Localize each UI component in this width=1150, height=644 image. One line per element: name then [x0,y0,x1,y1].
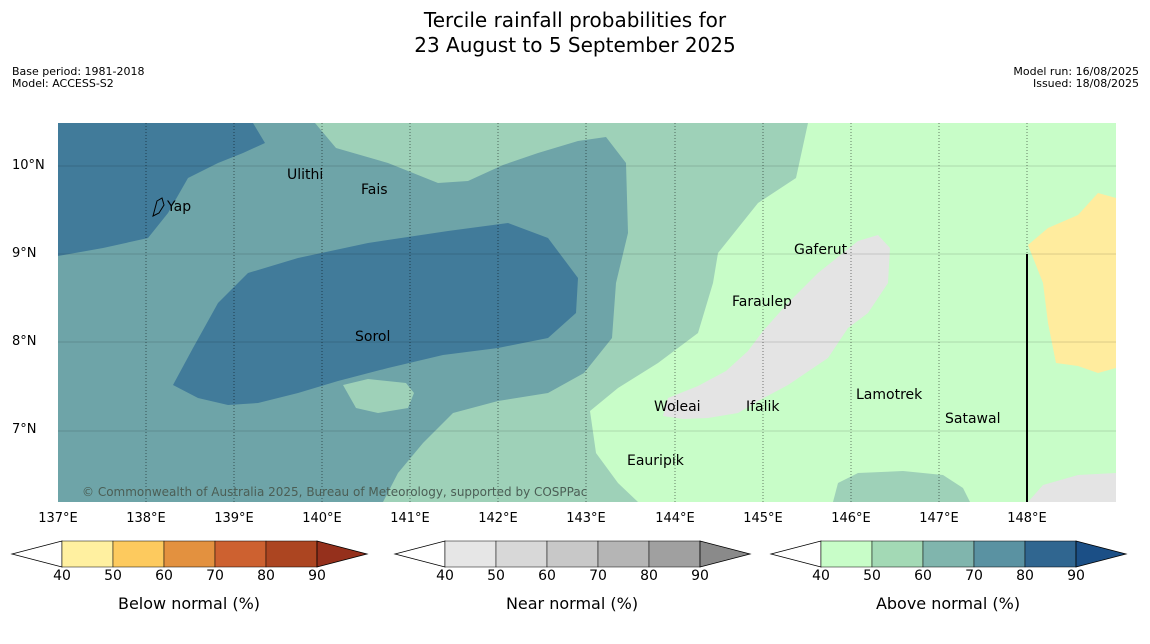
near-colorbar-segment [546,540,599,568]
above-tick-90: 90 [1067,568,1085,584]
above-colorbar-segment [922,540,975,568]
lon-label-148e: 148°E [1007,511,1047,526]
lon-label-137e: 137°E [38,511,78,526]
lat-label-8n: 8°N [12,334,37,349]
place-eauripik: Eauripik [627,453,684,469]
copyright-notice: © Commonwealth of Australia 2025, Bureau… [82,485,588,499]
near-colorbar-segment [444,540,497,568]
model-name: Model: ACCESS-S2 [12,77,114,90]
place-faraulep: Faraulep [732,294,792,310]
near-colorbar-segment [648,540,701,568]
lat-label-7n: 7°N [12,422,37,437]
place-fais: Fais [361,182,388,198]
below-tick-70: 70 [206,568,224,584]
probability-map[interactable] [58,123,1116,502]
above-tick-70: 70 [965,568,983,584]
lon-label-146e: 146°E [831,511,871,526]
above-colorbar-segment [820,540,873,568]
near-tick-50: 50 [487,568,505,584]
near-tick-80: 80 [640,568,658,584]
near-normal-label: Near normal (%) [505,594,639,613]
below-normal-label: Below normal (%) [117,594,261,613]
above-tick-60: 60 [914,568,932,584]
meta-left: Base period: 1981-2018 Model: ACCESS-S2 [12,66,144,90]
lon-label-138e: 138°E [126,511,166,526]
title-line-2: 23 August to 5 September 2025 [414,33,736,57]
below-colorbar-segment [61,540,114,568]
model-run: Model run: 16/08/2025 [1013,65,1139,78]
lon-label-143e: 143°E [566,511,606,526]
place-ifalik: Ifalik [746,399,780,415]
meta-right: Model run: 16/08/2025 Issued: 18/08/2025 [1013,66,1139,90]
lon-label-139e: 139°E [214,511,254,526]
near-tick-60: 60 [538,568,556,584]
below-tick-80: 80 [257,568,275,584]
place-yap: Yap [167,199,192,215]
region-above-70-central [173,223,578,405]
above-colorbar-segment [871,540,924,568]
region-near-normal-40 [663,235,890,419]
lon-label-140e: 140°E [302,511,342,526]
above-colorbar-segment [973,540,1026,568]
colorbar-below-normal [10,540,369,568]
lat-label-9n: 9°N [12,246,37,261]
issued-date: Issued: 18/08/2025 [1032,77,1139,90]
below-tick-50: 50 [104,568,122,584]
below-tick-60: 60 [155,568,173,584]
place-satawal: Satawal [945,411,1001,427]
region-above-50-southeast [833,471,970,502]
above-tick-50: 50 [863,568,881,584]
lon-label-145e: 145°E [743,511,783,526]
map-canvas [58,123,1116,502]
above-tick-40: 40 [812,568,830,584]
below-colorbar-over-arrow [316,540,369,568]
below-colorbar-segment [163,540,216,568]
region-above-70-nw [58,123,265,256]
place-woleai: Woleai [654,399,701,415]
place-gaferut: Gaferut [794,242,848,258]
near-colorbar-over-arrow [699,540,752,568]
region-near-normal-40-southeast [1028,473,1116,502]
title-line-1: Tercile rainfall probabilities for [423,8,727,32]
above-tick-80: 80 [1016,568,1034,584]
below-tick-90: 90 [308,568,326,584]
place-sorol: Sorol [355,329,391,345]
near-colorbar-segment [495,540,548,568]
colorbar-near-normal [393,540,752,568]
above-colorbar-over-arrow [1075,540,1128,568]
region-above-50-pocket [343,379,414,413]
near-tick-70: 70 [589,568,607,584]
near-colorbar-segment [597,540,650,568]
latitude-gridlines [58,165,1116,432]
below-colorbar-segment [265,540,318,568]
lon-label-147e: 147°E [919,511,959,526]
lon-label-142e: 142°E [478,511,518,526]
place-ulithi: Ulithi [287,167,324,183]
near-colorbar-under-arrow [393,540,446,568]
yap-island-outline [152,197,165,217]
colorbar-above-normal [769,540,1128,568]
above-normal-label: Above normal (%) [875,594,1021,613]
lat-label-10n: 10°N [12,158,45,173]
near-tick-90: 90 [691,568,709,584]
above-colorbar-under-arrow [769,540,822,568]
below-colorbar-segment [112,540,165,568]
lon-label-141e: 141°E [390,511,430,526]
below-colorbar-under-arrow [10,540,63,568]
map-title: Tercile rainfall probabilities for 23 Au… [0,8,1150,58]
base-period: Base period: 1981-2018 [12,65,145,78]
above-colorbar-segment [1024,540,1077,568]
place-lamotrek: Lamotrek [856,387,923,403]
below-tick-40: 40 [53,568,71,584]
near-tick-40: 40 [436,568,454,584]
below-colorbar-segment [214,540,267,568]
region-below-normal-40 [1028,193,1116,373]
lon-label-144e: 144°E [655,511,695,526]
